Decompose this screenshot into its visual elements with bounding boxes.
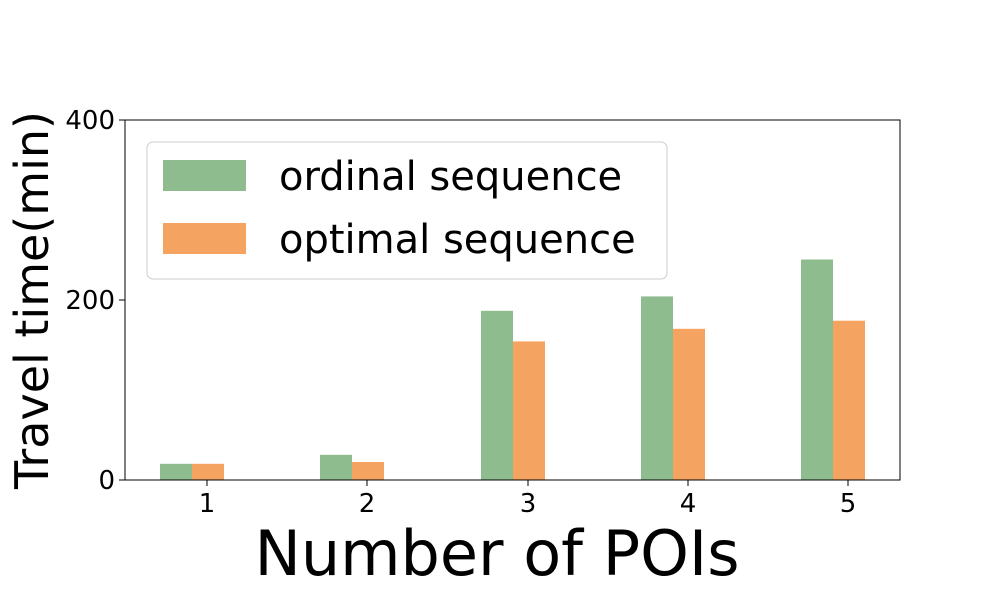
y-axis-label: Travel time(min) [5,111,59,490]
x-tick-label: 3 [520,489,537,519]
y-tick-label: 400 [65,106,115,136]
bar-optimal-4 [673,328,705,480]
bar-ordinal-1 [160,463,192,480]
bar-optimal-2 [352,462,384,480]
legend: ordinal sequence optimal sequence [146,141,668,280]
bar-ordinal-3 [481,310,513,480]
y-axis-ticks: 0 200 400 [65,106,125,496]
legend-swatch-optimal [163,223,246,254]
legend-frame [146,141,668,280]
x-tick-label: 2 [359,489,376,519]
legend-swatch-ordinal [163,160,246,191]
x-tick-label: 1 [199,489,216,519]
bar-ordinal-4 [641,296,673,480]
bar-optimal-3 [513,341,545,480]
bars-layer [160,259,865,480]
x-axis-label: Number of POIs [254,517,739,590]
bar-optimal-1 [192,463,224,480]
legend-label-optimal: optimal sequence [279,217,636,263]
bar-ordinal-5 [801,259,833,480]
x-tick-label: 5 [840,489,857,519]
legend-label-ordinal: ordinal sequence [279,154,622,200]
y-tick-label: 0 [98,466,115,496]
x-tick-label: 4 [680,489,697,519]
y-tick-label: 200 [65,286,115,316]
bar-ordinal-2 [320,454,352,480]
x-axis-ticks: 1 2 3 4 5 [199,480,857,519]
bar-optimal-5 [833,320,865,480]
